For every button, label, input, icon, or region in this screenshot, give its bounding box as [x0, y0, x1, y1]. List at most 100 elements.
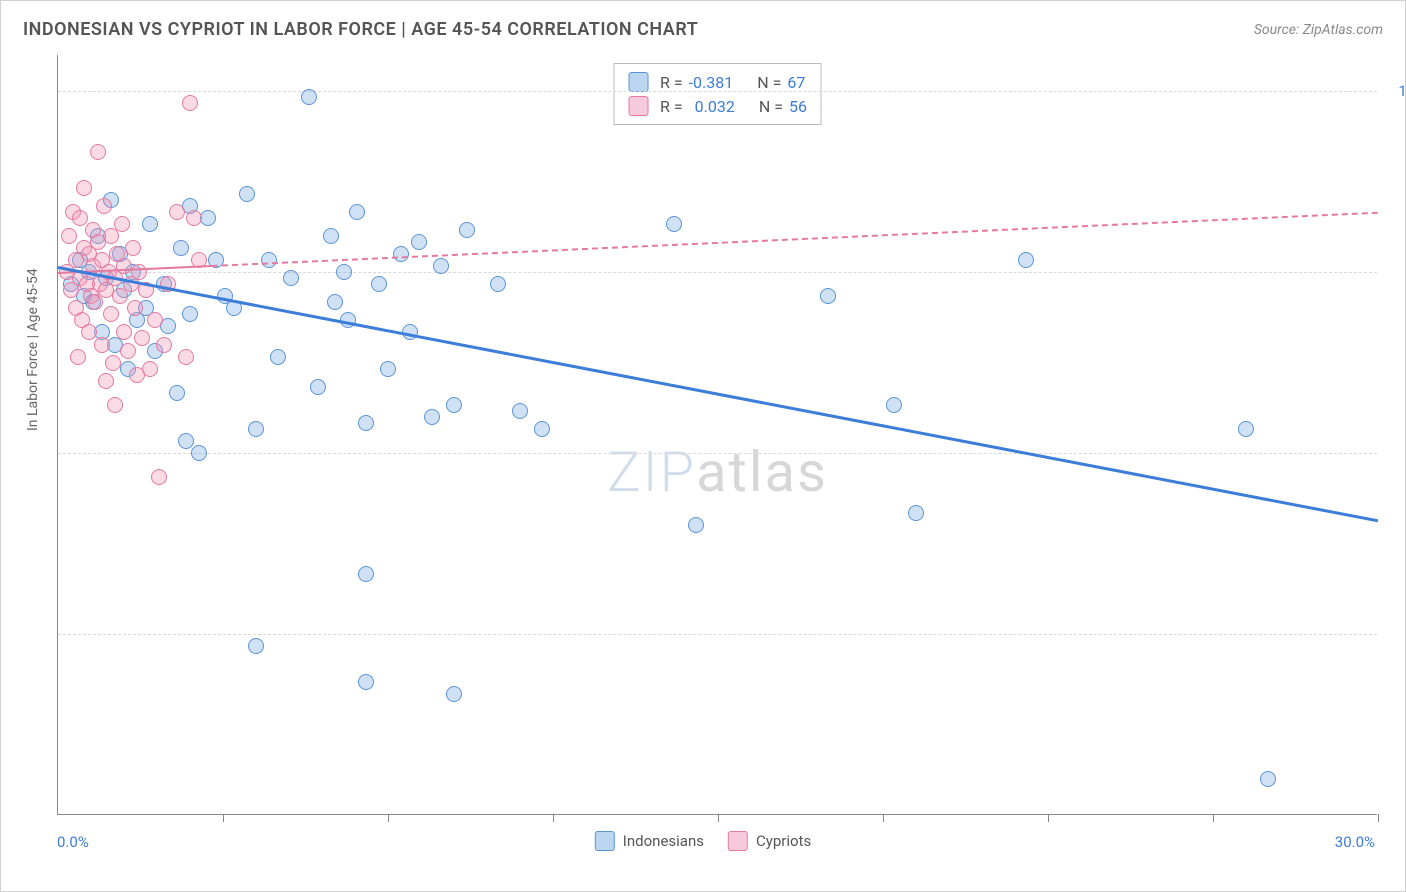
scatter-point	[411, 234, 427, 250]
scatter-point	[270, 349, 286, 365]
legend-label-series2: Cypriots	[756, 832, 811, 850]
scatter-point	[182, 306, 198, 322]
scatter-point	[107, 397, 123, 413]
scatter-point	[424, 409, 440, 425]
scatter-point	[323, 228, 339, 244]
stats-n-label-1: N =	[757, 73, 781, 92]
scatter-point	[327, 294, 343, 310]
scatter-point	[72, 210, 88, 226]
x-axis-min-label: 0.0%	[57, 833, 89, 851]
legend-label-series1: Indonesians	[623, 832, 704, 850]
trend-line	[212, 212, 1378, 267]
x-axis-tick	[1213, 814, 1214, 822]
scatter-point	[371, 276, 387, 292]
scatter-point	[239, 186, 255, 202]
scatter-point	[127, 300, 143, 316]
scatter-point	[336, 264, 352, 280]
x-axis-tick	[1378, 814, 1379, 822]
scatter-point	[261, 252, 277, 268]
scatter-point	[248, 638, 264, 654]
scatter-point	[81, 324, 97, 340]
scatter-point	[116, 258, 132, 274]
gridline-horizontal	[58, 272, 1377, 273]
legend-swatch-series2	[728, 831, 748, 851]
scatter-point	[301, 89, 317, 105]
scatter-point	[142, 361, 158, 377]
scatter-point	[173, 240, 189, 256]
scatter-point	[393, 246, 409, 262]
scatter-point	[61, 228, 77, 244]
watermark: ZIPatlas	[607, 439, 828, 505]
scatter-point	[182, 95, 198, 111]
gridline-horizontal	[58, 634, 1377, 635]
y-axis-tick-label: 85.0%	[1387, 263, 1406, 281]
legend-item-series1: Indonesians	[595, 831, 704, 851]
scatter-point	[76, 180, 92, 196]
stats-r-value-1: -0.381	[689, 73, 734, 92]
scatter-point	[125, 240, 141, 256]
x-axis-tick	[223, 814, 224, 822]
scatter-point	[1018, 252, 1034, 268]
scatter-point	[151, 469, 167, 485]
stats-r-value-2: 0.032	[689, 97, 735, 116]
scatter-point	[156, 337, 172, 353]
x-axis-max-label: 30.0%	[1335, 833, 1375, 851]
scatter-point	[446, 686, 462, 702]
scatter-point	[908, 505, 924, 521]
scatter-point	[534, 421, 550, 437]
scatter-point	[178, 433, 194, 449]
x-axis-tick	[883, 814, 884, 822]
stats-r-label-1: R =	[660, 73, 683, 92]
gridline-horizontal	[58, 91, 1377, 92]
y-axis-tick-label: 70.0%	[1387, 444, 1406, 462]
legend-item-series2: Cypriots	[728, 831, 811, 851]
scatter-point	[310, 379, 326, 395]
stats-swatch-series2	[628, 96, 648, 116]
scatter-point	[459, 222, 475, 238]
scatter-point	[98, 373, 114, 389]
scatter-point	[358, 566, 374, 582]
stats-n-value-1: 67	[787, 73, 805, 92]
x-axis-tick	[718, 814, 719, 822]
x-axis-tick	[553, 814, 554, 822]
chart-title: INDONESIAN VS CYPRIOT IN LABOR FORCE | A…	[23, 19, 698, 40]
scatter-point	[90, 144, 106, 160]
scatter-point	[169, 204, 185, 220]
scatter-point	[96, 198, 112, 214]
stats-n-value-2: 56	[789, 97, 807, 116]
y-axis-tick-label: 55.0%	[1387, 625, 1406, 643]
watermark-part2: atlas	[696, 439, 828, 505]
scatter-point	[688, 517, 704, 533]
scatter-point	[820, 288, 836, 304]
x-axis-tick	[1048, 814, 1049, 822]
scatter-point	[169, 385, 185, 401]
watermark-part1: ZIP	[607, 439, 696, 505]
scatter-point	[248, 421, 264, 437]
scatter-point	[186, 210, 202, 226]
y-axis-label: In Labor Force | Age 45-54	[25, 268, 41, 431]
scatter-point	[70, 349, 86, 365]
scatter-point	[105, 355, 121, 371]
scatter-point	[1238, 421, 1254, 437]
stats-r-label-2: R =	[660, 97, 683, 116]
scatter-point	[433, 258, 449, 274]
scatter-point	[114, 216, 130, 232]
title-bar: INDONESIAN VS CYPRIOT IN LABOR FORCE | A…	[23, 19, 1383, 40]
y-axis-tick-label: 100.0%	[1387, 82, 1406, 100]
trend-line	[58, 266, 1379, 522]
gridline-horizontal	[58, 453, 1377, 454]
scatter-point	[191, 445, 207, 461]
scatter-point	[349, 204, 365, 220]
stats-row-series2: R = 0.032 N = 56	[628, 94, 807, 118]
x-axis-tick	[388, 814, 389, 822]
scatter-point	[134, 330, 150, 346]
plot-area: ZIPatlas R = -0.381 N = 67 R = 0.032 N =…	[57, 55, 1377, 815]
scatter-point	[131, 264, 147, 280]
chart-container: INDONESIAN VS CYPRIOT IN LABOR FORCE | A…	[0, 0, 1406, 892]
scatter-point	[380, 361, 396, 377]
source-label: Source: ZipAtlas.com	[1254, 22, 1383, 38]
scatter-point	[283, 270, 299, 286]
scatter-point	[94, 337, 110, 353]
scatter-point	[147, 312, 163, 328]
scatter-point	[666, 216, 682, 232]
